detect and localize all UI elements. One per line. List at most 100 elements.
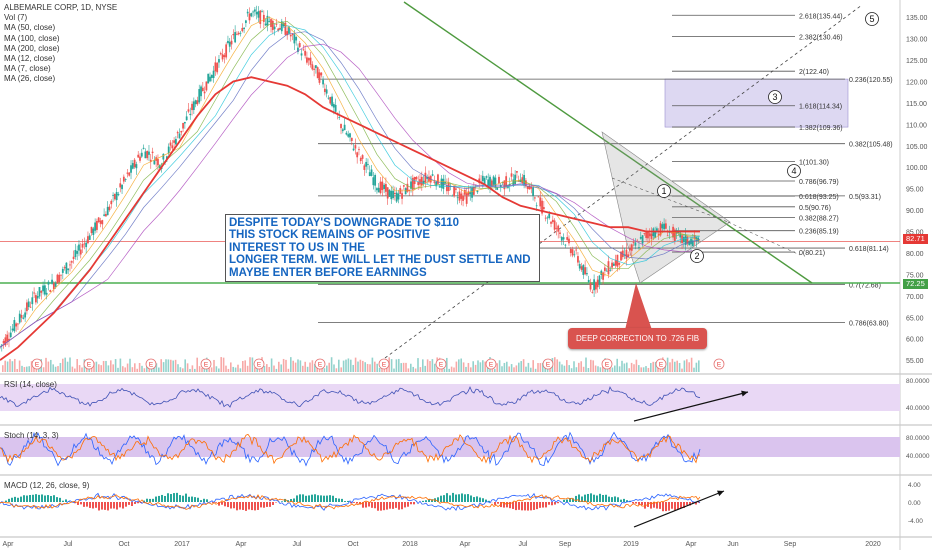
candle-body [301, 53, 303, 55]
macd-bar [464, 494, 466, 502]
candle-body [15, 323, 17, 326]
volume-bar [235, 368, 237, 372]
candle-body [591, 292, 593, 293]
legend-vol[interactable]: Vol (7) [4, 13, 117, 23]
candle-body [6, 335, 8, 342]
legend-ma100[interactable]: MA (100, close) [4, 34, 117, 44]
candle-body [396, 193, 398, 202]
deep-correction-note[interactable]: DEEP CORRECTION TO .726 FIB [568, 328, 707, 349]
candle-body [197, 100, 199, 104]
rsi-label[interactable]: RSI (14, close) [4, 380, 57, 389]
macd-bar [392, 502, 394, 509]
candle-body [319, 72, 321, 83]
volume-bar [136, 369, 138, 372]
candle-body [53, 283, 55, 289]
macd-bar [623, 499, 625, 502]
volume-bar [182, 368, 184, 372]
volume-bar [367, 364, 369, 372]
legend-ma50[interactable]: MA (50, close) [4, 23, 117, 33]
candle-body [241, 28, 243, 31]
candle-body [207, 74, 209, 84]
volume-bar [513, 367, 515, 372]
macd-bar [65, 499, 67, 502]
candle-body [144, 152, 146, 159]
volume-bar [530, 368, 532, 372]
candle-body [356, 152, 358, 157]
volume-bar [194, 369, 196, 372]
macd-bar [524, 502, 526, 510]
volume-bar [292, 361, 294, 372]
analysis-callout[interactable]: DESPITE TODAY'S DOWNGRADE TO $110 THIS S… [225, 214, 540, 282]
volume-bar [564, 366, 566, 372]
macd-bar [80, 502, 82, 504]
candle-body [310, 58, 312, 65]
volume-bar [309, 363, 311, 372]
macd-bar [266, 502, 268, 507]
macd-bar [62, 501, 64, 502]
candle-body [263, 15, 265, 22]
candle-body [536, 205, 538, 206]
volume-bar [684, 360, 686, 372]
candle-body [141, 153, 143, 157]
symbol-title[interactable]: ALBEMARLE CORP, 1D, NYSE [4, 3, 117, 13]
candle-body [60, 275, 62, 276]
candle-body [107, 207, 109, 215]
candle-body [293, 34, 295, 43]
candle-body [593, 279, 595, 290]
candle-body [121, 185, 123, 189]
candle-body [638, 247, 640, 248]
candle-body [559, 233, 561, 234]
legend-ma12[interactable]: MA (12, close) [4, 54, 117, 64]
legend-ma200[interactable]: MA (200, close) [4, 44, 117, 54]
macd-bar [47, 495, 49, 502]
volume-bar [396, 359, 398, 372]
candle-body [457, 197, 459, 198]
macd-bar [617, 497, 619, 502]
volume-bar [120, 359, 122, 372]
macd-bar [455, 495, 457, 502]
macd-bar [8, 499, 10, 502]
candle-body [249, 14, 251, 21]
candle-body [137, 155, 139, 158]
volume-bar [580, 361, 582, 372]
fib-level-label: 0.786(96.79) [799, 179, 839, 186]
macd-tick: 0.00 [908, 500, 921, 507]
macd-bar [458, 494, 460, 502]
candle-body [626, 250, 628, 259]
candle-body [633, 242, 635, 243]
volume-bar [376, 364, 378, 372]
candle-body [564, 245, 566, 246]
volume-bar [643, 367, 645, 372]
candle-body [44, 285, 46, 294]
macd-bar [161, 495, 163, 502]
candle-body [30, 307, 32, 308]
candle-body [109, 207, 111, 211]
candle-body [462, 196, 464, 201]
candle-body [523, 175, 525, 185]
macd-bar [191, 497, 193, 502]
stoch-label[interactable]: Stoch (14, 3, 3) [4, 431, 59, 440]
macd-bar [641, 502, 643, 505]
candle-body [439, 186, 441, 187]
macd-bar [170, 494, 172, 502]
candle-body [572, 249, 574, 255]
candle-body [299, 43, 301, 47]
macd-bar [620, 500, 622, 502]
macd-label[interactable]: MACD (12, 26, close, 9) [4, 481, 89, 490]
volume-bar [405, 363, 407, 372]
candle-body [320, 73, 322, 76]
legend-ma7[interactable]: MA (7, close) [4, 64, 117, 74]
candle-body [204, 92, 206, 94]
volume-bar [403, 363, 405, 372]
volume-bar [616, 359, 618, 372]
candle-body [372, 177, 374, 185]
candle-body [66, 263, 68, 274]
callout-line: LONGER TERM. WE WILL LET THE DUST SETTLE… [229, 254, 536, 266]
macd-bar [38, 495, 40, 502]
candle-body [188, 109, 190, 111]
candle-body [663, 224, 665, 230]
macd-bar [23, 495, 25, 502]
legend-ma26[interactable]: MA (26, close) [4, 74, 117, 84]
macd-bar [35, 494, 37, 502]
